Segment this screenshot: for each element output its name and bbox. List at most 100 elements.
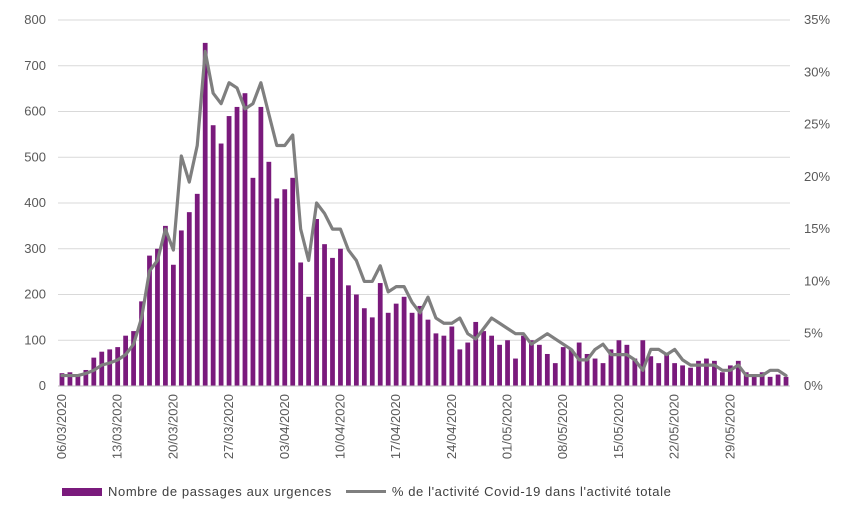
bar bbox=[584, 353, 590, 386]
bar bbox=[274, 198, 280, 386]
bar bbox=[759, 372, 765, 386]
bar bbox=[393, 303, 399, 386]
bar bbox=[727, 365, 733, 386]
bar bbox=[640, 340, 646, 386]
x-tick-label: 15/05/2020 bbox=[611, 394, 626, 459]
bar bbox=[234, 106, 240, 387]
bar bbox=[147, 255, 152, 386]
bar bbox=[696, 360, 701, 386]
y-tick-label: 400 bbox=[24, 195, 46, 210]
bar bbox=[338, 248, 343, 386]
bar bbox=[330, 257, 335, 386]
x-tick-label: 22/05/2020 bbox=[667, 394, 682, 459]
bar bbox=[783, 376, 789, 386]
y2-tick-label: 35% bbox=[804, 12, 830, 27]
y-tick-label: 600 bbox=[24, 104, 46, 119]
legend-label-line: % de l'activité Covid-19 dans l'activité… bbox=[391, 484, 672, 499]
bar bbox=[306, 296, 312, 386]
x-tick-label: 13/03/2020 bbox=[110, 394, 125, 459]
bar bbox=[178, 230, 184, 386]
bar bbox=[298, 262, 304, 386]
bar bbox=[107, 349, 113, 386]
bar bbox=[600, 363, 606, 387]
y2-tick-label: 0% bbox=[804, 378, 823, 393]
bar bbox=[767, 376, 773, 386]
bar bbox=[632, 358, 638, 386]
bar bbox=[664, 353, 670, 386]
bar bbox=[218, 143, 224, 386]
bar bbox=[322, 244, 327, 386]
bar bbox=[560, 347, 566, 386]
bar bbox=[497, 344, 502, 386]
bar bbox=[377, 283, 383, 386]
bar bbox=[433, 333, 439, 386]
x-axis: 06/03/2020 13/03/2020 20/03/2020 27/03/2020… bbox=[54, 385, 790, 459]
bar bbox=[775, 374, 781, 386]
bar bbox=[361, 308, 367, 386]
bar bbox=[99, 351, 105, 386]
bar bbox=[552, 363, 558, 387]
bar bbox=[608, 349, 614, 386]
y-tick-label: 200 bbox=[24, 287, 46, 302]
covid-share-line bbox=[60, 49, 788, 378]
bar bbox=[282, 189, 288, 386]
bar bbox=[425, 319, 431, 386]
bar bbox=[688, 367, 693, 386]
y-tick-label: 300 bbox=[24, 241, 46, 256]
bar bbox=[481, 331, 487, 386]
bar bbox=[704, 358, 709, 386]
bar bbox=[624, 344, 630, 386]
bar bbox=[155, 248, 160, 386]
x-tick-label: 24/04/2020 bbox=[444, 394, 459, 459]
bar bbox=[163, 225, 168, 387]
bar bbox=[441, 335, 447, 386]
y2-tick-label: 10% bbox=[804, 273, 830, 288]
bar bbox=[242, 93, 248, 386]
line-series bbox=[60, 49, 788, 378]
bar bbox=[266, 161, 272, 386]
bar bbox=[59, 373, 65, 386]
legend-label-bars: Nombre de passages aux urgences bbox=[108, 484, 332, 499]
legend-swatch-bars bbox=[62, 487, 102, 496]
x-tick-label: 08/05/2020 bbox=[555, 394, 570, 459]
bar bbox=[473, 321, 479, 386]
bar bbox=[250, 177, 256, 386]
y2-tick-label: 30% bbox=[804, 64, 830, 79]
y2-tick-label: 5% bbox=[804, 326, 823, 341]
y-tick-label: 500 bbox=[24, 149, 46, 164]
bar bbox=[123, 335, 129, 386]
bar bbox=[290, 177, 296, 386]
bar bbox=[417, 305, 423, 386]
bar bbox=[513, 358, 518, 386]
bar bbox=[592, 358, 598, 386]
bar bbox=[449, 326, 455, 386]
bar bbox=[712, 360, 717, 386]
bar bbox=[672, 363, 678, 387]
bar bbox=[83, 369, 89, 386]
bar bbox=[75, 374, 81, 386]
bar bbox=[210, 125, 216, 386]
bar bbox=[409, 312, 415, 386]
y-axis-left: 0 100 200 300 400 500 600 700 800 bbox=[24, 12, 46, 393]
bar bbox=[401, 296, 407, 386]
bar bbox=[616, 340, 622, 386]
bar bbox=[648, 356, 654, 386]
y-tick-label: 100 bbox=[24, 332, 46, 347]
bar bbox=[680, 365, 685, 386]
bar bbox=[457, 349, 463, 386]
bar bbox=[521, 335, 526, 386]
bar bbox=[544, 353, 550, 386]
bar bbox=[536, 344, 542, 386]
bar bbox=[115, 347, 121, 386]
chart-canvas: 0 100 200 300 400 500 600 700 800 0% 5% 10% 15% 20% 2… bbox=[24, 12, 830, 459]
bar bbox=[743, 372, 749, 386]
legend-swatch-line bbox=[345, 490, 386, 493]
bar bbox=[139, 301, 144, 386]
y2-tick-label: 15% bbox=[804, 221, 830, 236]
y-tick-label: 0 bbox=[39, 378, 46, 393]
bar bbox=[735, 360, 741, 386]
bar bbox=[131, 331, 136, 386]
y-tick-label: 800 bbox=[24, 12, 46, 27]
y-axis-right: 0% 5% 10% 15% 20% 25% 30% 35% bbox=[804, 12, 830, 393]
bar bbox=[385, 312, 391, 386]
